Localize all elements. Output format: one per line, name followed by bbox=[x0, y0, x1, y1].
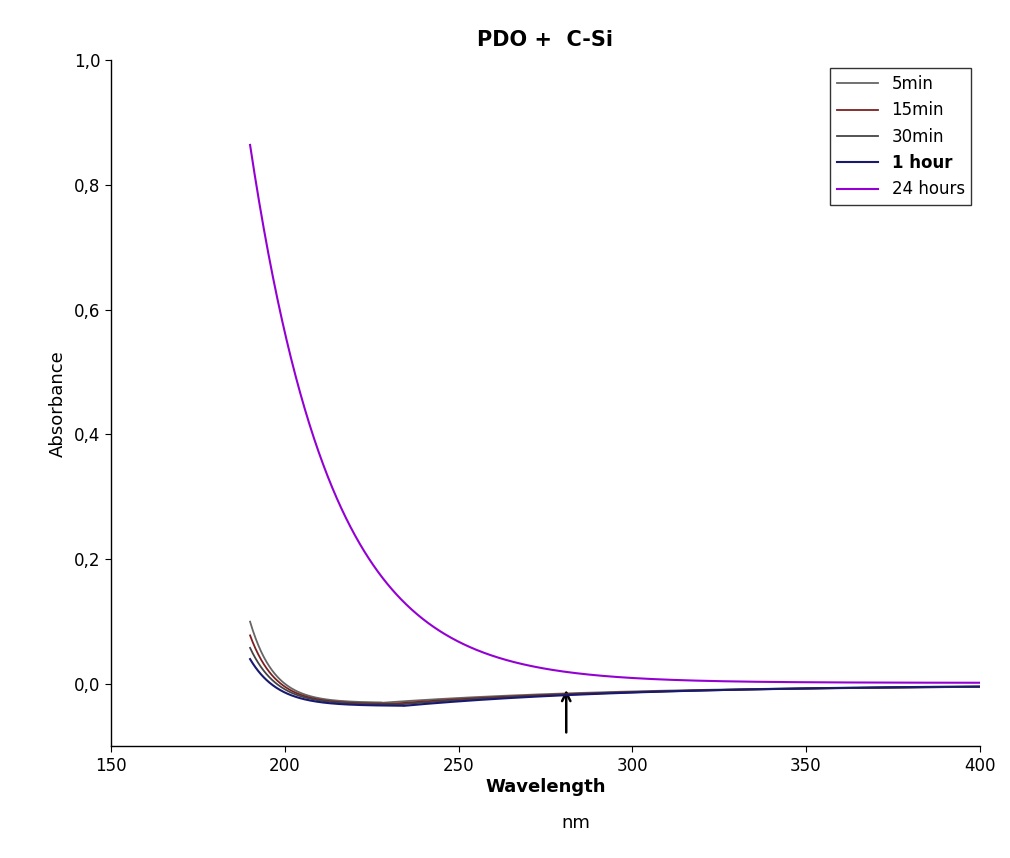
5min bbox=[874, 682, 886, 692]
5min bbox=[289, 685, 301, 695]
24 hours bbox=[974, 678, 986, 688]
24 hours bbox=[687, 675, 699, 686]
30min bbox=[874, 683, 886, 693]
30min bbox=[974, 682, 986, 692]
24 hours bbox=[873, 678, 885, 688]
X-axis label: Wavelength: Wavelength bbox=[485, 777, 606, 795]
1 hour bbox=[874, 682, 886, 692]
1 hour bbox=[688, 686, 700, 696]
1 hour bbox=[798, 683, 810, 693]
1 hour bbox=[669, 686, 681, 697]
5min bbox=[669, 686, 681, 696]
15min bbox=[874, 682, 886, 692]
1 hour bbox=[397, 701, 409, 711]
Line: 15min: 15min bbox=[250, 636, 980, 704]
15min bbox=[669, 686, 681, 696]
15min bbox=[974, 682, 986, 692]
1 hour bbox=[974, 681, 986, 692]
30min bbox=[710, 685, 722, 695]
5min bbox=[798, 683, 810, 693]
30min bbox=[669, 686, 681, 697]
15min bbox=[244, 631, 257, 641]
1 hour bbox=[289, 692, 301, 702]
5min bbox=[688, 685, 700, 695]
30min bbox=[390, 699, 402, 710]
15min bbox=[710, 685, 722, 695]
1 hour bbox=[710, 685, 722, 695]
24 hours bbox=[289, 368, 301, 378]
Legend: 5min, 15min, 30min, 1 hour, 24 hours: 5min, 15min, 30min, 1 hour, 24 hours bbox=[830, 69, 972, 205]
Title: PDO +  C-Si: PDO + C-Si bbox=[478, 30, 613, 50]
15min bbox=[289, 687, 301, 698]
24 hours bbox=[668, 674, 680, 685]
30min bbox=[244, 643, 257, 653]
30min bbox=[289, 689, 301, 699]
Y-axis label: Absorbance: Absorbance bbox=[49, 350, 68, 456]
15min bbox=[798, 683, 810, 693]
15min bbox=[384, 698, 396, 709]
Line: 1 hour: 1 hour bbox=[250, 659, 980, 706]
24 hours bbox=[244, 140, 257, 150]
30min bbox=[688, 686, 700, 696]
5min bbox=[244, 617, 257, 627]
1 hour bbox=[244, 654, 257, 664]
30min bbox=[798, 684, 810, 694]
24 hours bbox=[798, 677, 810, 687]
Line: 24 hours: 24 hours bbox=[250, 145, 980, 683]
5min bbox=[377, 698, 389, 708]
Line: 30min: 30min bbox=[250, 648, 980, 704]
24 hours bbox=[709, 676, 721, 686]
Line: 5min: 5min bbox=[250, 622, 980, 703]
15min bbox=[688, 686, 700, 696]
Text: nm: nm bbox=[562, 814, 590, 832]
5min bbox=[710, 685, 722, 695]
5min bbox=[974, 681, 986, 692]
